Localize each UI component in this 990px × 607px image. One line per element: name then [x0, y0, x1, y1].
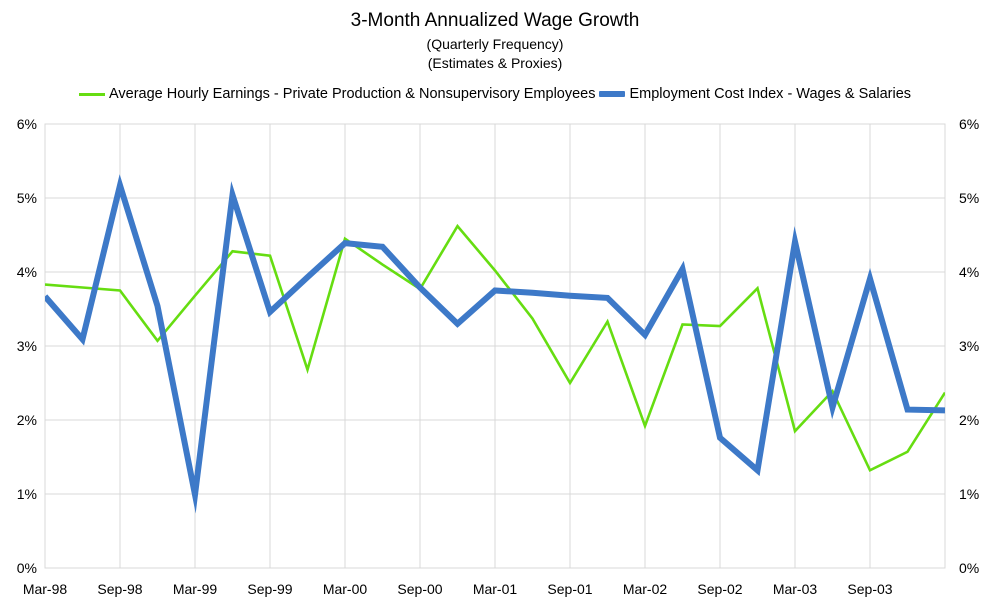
x-tick-label: Mar-00 — [323, 581, 368, 597]
y-tick-label-right: 6% — [959, 116, 979, 132]
chart-title: 3-Month Annualized Wage Growth — [350, 10, 640, 31]
legend-label-eci: Employment Cost Index - Wages & Salaries — [629, 86, 912, 102]
y-tick-label-left: 1% — [17, 486, 37, 502]
x-tick-label: Sep-01 — [547, 581, 592, 597]
y-tick-label-left: 6% — [17, 116, 37, 132]
x-tick-label: Sep-99 — [247, 581, 292, 597]
series-line-eci — [45, 174, 945, 514]
y-tick-label-right: 3% — [959, 338, 979, 354]
legend-swatch-eci — [599, 91, 626, 97]
x-tick-label: Sep-98 — [97, 581, 142, 597]
x-tick-label: Sep-00 — [397, 581, 442, 597]
x-tick-label: Sep-02 — [697, 581, 742, 597]
y-tick-label-right: 0% — [959, 560, 979, 576]
x-tick-label: Mar-01 — [473, 581, 518, 597]
x-tick-label: Mar-98 — [23, 581, 68, 597]
x-tick-label: Mar-99 — [173, 581, 218, 597]
y-tick-label-left: 4% — [17, 264, 37, 280]
x-tick-label: Mar-03 — [773, 581, 818, 597]
y-tick-label-right: 5% — [959, 190, 979, 206]
legend: Average Hourly Earnings - Private Produc… — [0, 86, 990, 102]
legend-swatch-ahe — [78, 92, 105, 96]
legend-label-ahe: Average Hourly Earnings - Private Produc… — [108, 86, 596, 102]
legend-item-ahe: Average Hourly Earnings - Private Produc… — [78, 86, 596, 102]
y-tick-label-right: 1% — [959, 486, 979, 502]
series-line-ahe — [45, 223, 945, 473]
legend-item-eci: Employment Cost Index - Wages & Salaries — [599, 86, 911, 102]
y-tick-label-left: 3% — [17, 338, 37, 354]
y-tick-label-right: 2% — [959, 412, 979, 428]
x-tick-label: Sep-03 — [847, 581, 892, 597]
x-tick-label: Mar-02 — [623, 581, 668, 597]
y-tick-label-right: 4% — [959, 264, 979, 280]
y-tick-label-left: 0% — [17, 560, 37, 576]
chart-subtitle-2: (Estimates & Proxies) — [427, 55, 563, 71]
y-tick-label-left: 5% — [17, 190, 37, 206]
plot-frame — [44, 123, 946, 569]
y-tick-label-left: 2% — [17, 412, 37, 428]
chart-subtitle-1: (Quarterly Frequency) — [426, 36, 564, 52]
